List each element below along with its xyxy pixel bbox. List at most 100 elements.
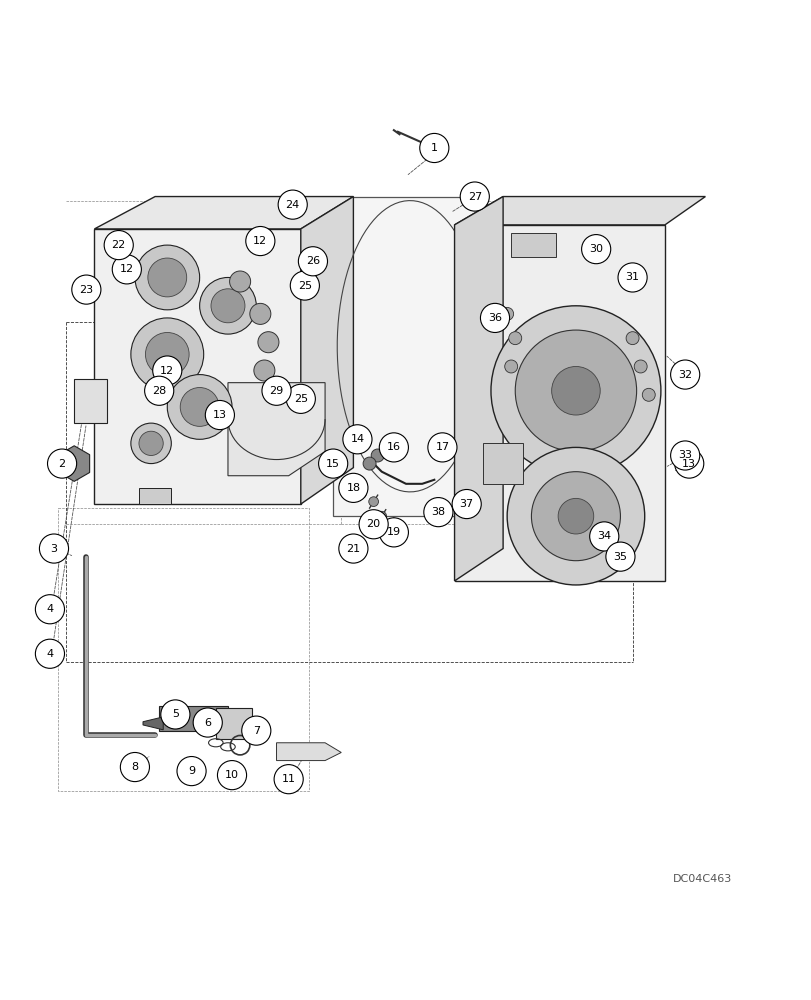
Text: 30: 30: [589, 244, 603, 254]
Polygon shape: [483, 443, 523, 484]
Circle shape: [356, 489, 366, 498]
Circle shape: [589, 522, 618, 551]
Polygon shape: [454, 225, 664, 581]
Circle shape: [48, 449, 76, 478]
Circle shape: [625, 332, 638, 345]
Circle shape: [674, 449, 703, 478]
Circle shape: [152, 356, 182, 385]
Circle shape: [193, 708, 222, 737]
FancyBboxPatch shape: [216, 708, 252, 739]
Polygon shape: [333, 197, 487, 516]
Circle shape: [230, 271, 251, 292]
Circle shape: [670, 360, 699, 389]
Circle shape: [605, 542, 634, 571]
Circle shape: [298, 247, 327, 276]
Text: 35: 35: [612, 552, 627, 562]
Text: 31: 31: [624, 272, 639, 282]
Polygon shape: [454, 197, 503, 581]
Circle shape: [180, 388, 219, 426]
Circle shape: [246, 226, 275, 256]
Text: 6: 6: [204, 718, 211, 728]
Circle shape: [508, 332, 521, 345]
Text: 18: 18: [346, 483, 360, 493]
Text: 9: 9: [188, 766, 195, 776]
Text: 28: 28: [152, 386, 166, 396]
Circle shape: [40, 534, 68, 563]
Text: 13: 13: [212, 410, 226, 420]
Text: 2: 2: [58, 459, 66, 469]
Text: 29: 29: [269, 386, 283, 396]
Circle shape: [104, 231, 133, 260]
Circle shape: [36, 595, 64, 624]
Text: 19: 19: [386, 527, 401, 537]
Circle shape: [500, 307, 513, 320]
FancyBboxPatch shape: [159, 706, 228, 731]
Circle shape: [581, 235, 610, 264]
Circle shape: [452, 489, 481, 519]
Text: 25: 25: [298, 281, 311, 291]
Circle shape: [551, 366, 599, 415]
Circle shape: [363, 457, 375, 470]
Circle shape: [120, 752, 149, 782]
Text: 15: 15: [326, 459, 340, 469]
Circle shape: [211, 289, 245, 323]
Circle shape: [144, 376, 174, 405]
FancyBboxPatch shape: [139, 488, 171, 504]
Circle shape: [139, 431, 163, 455]
Circle shape: [633, 360, 646, 373]
Text: 37: 37: [459, 499, 473, 509]
Circle shape: [338, 473, 367, 502]
Text: 4: 4: [46, 649, 54, 659]
Circle shape: [135, 245, 200, 310]
Text: 34: 34: [596, 531, 611, 541]
Text: DC04C463: DC04C463: [672, 874, 732, 884]
FancyBboxPatch shape: [74, 379, 106, 423]
Circle shape: [71, 275, 101, 304]
Circle shape: [318, 449, 347, 478]
Circle shape: [131, 423, 171, 464]
Text: 23: 23: [79, 285, 93, 295]
Circle shape: [161, 700, 190, 729]
Circle shape: [419, 133, 448, 163]
Circle shape: [670, 441, 699, 470]
Text: 3: 3: [50, 544, 58, 554]
Circle shape: [278, 190, 307, 219]
Text: 13: 13: [681, 459, 695, 469]
Polygon shape: [94, 197, 353, 229]
Circle shape: [177, 757, 206, 786]
Circle shape: [504, 360, 517, 373]
Text: 20: 20: [366, 519, 380, 529]
Circle shape: [515, 330, 636, 451]
Polygon shape: [277, 743, 341, 761]
Circle shape: [423, 498, 453, 527]
Polygon shape: [94, 229, 300, 504]
Circle shape: [371, 449, 384, 462]
Circle shape: [112, 255, 141, 284]
Text: 33: 33: [677, 450, 691, 460]
Text: 22: 22: [111, 240, 126, 250]
Text: 17: 17: [435, 442, 449, 452]
Text: 1: 1: [431, 143, 437, 153]
Circle shape: [254, 360, 275, 381]
Circle shape: [262, 376, 290, 405]
Text: 38: 38: [431, 507, 445, 517]
Circle shape: [200, 277, 256, 334]
Text: 21: 21: [346, 544, 360, 554]
Circle shape: [368, 497, 378, 506]
Polygon shape: [143, 717, 163, 730]
Circle shape: [242, 716, 271, 745]
Polygon shape: [300, 197, 353, 504]
Circle shape: [131, 318, 204, 391]
Text: 14: 14: [350, 434, 364, 444]
Polygon shape: [228, 383, 324, 476]
Circle shape: [557, 498, 593, 534]
Circle shape: [388, 532, 398, 541]
Circle shape: [460, 182, 489, 211]
Text: 25: 25: [294, 394, 307, 404]
Polygon shape: [511, 233, 555, 257]
Circle shape: [342, 425, 371, 454]
Text: 26: 26: [306, 256, 320, 266]
Circle shape: [145, 332, 189, 376]
Text: 32: 32: [677, 370, 692, 380]
Text: 12: 12: [253, 236, 267, 246]
